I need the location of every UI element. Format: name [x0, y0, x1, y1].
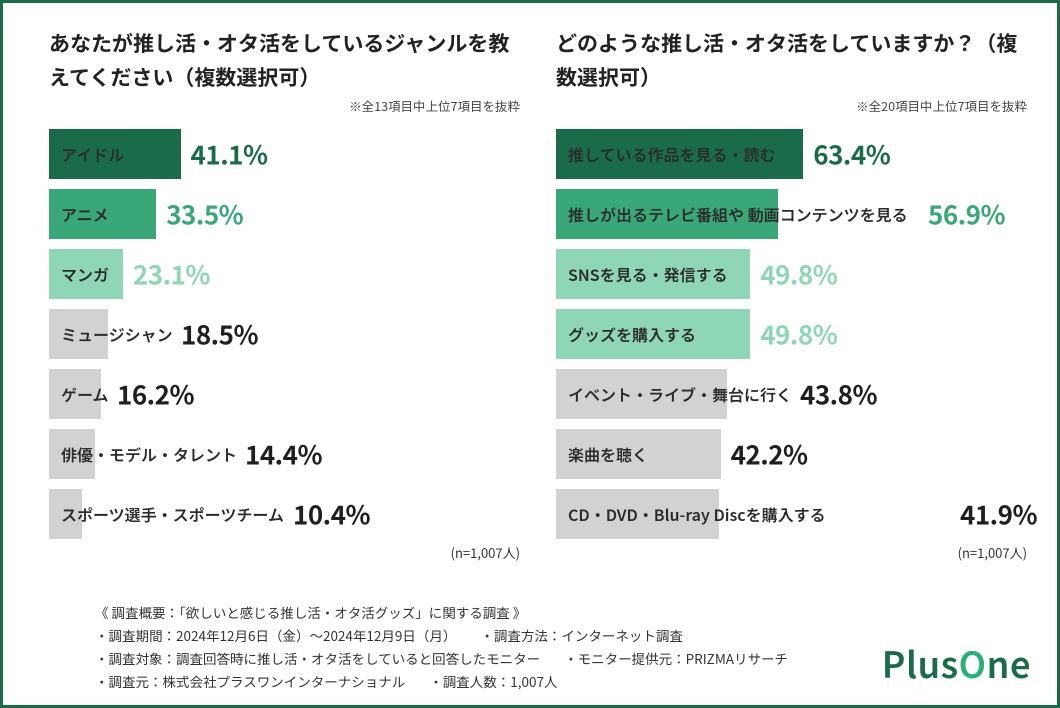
bar-overflow-label: 推している作品を見る・読む [568, 142, 776, 166]
bar-value: 23.1% [133, 256, 210, 293]
bar-value: 43.8% [800, 376, 877, 413]
bar-overflow-label: ゲーム [61, 382, 109, 406]
bar-row: 楽曲を聴く 42.2% [556, 429, 1027, 479]
right-sub: ※全20項目中上位7項目を抜粋 [556, 96, 1027, 115]
right-title: どのような推し活・オタ活をしていますか？（複数選択可） [556, 27, 1027, 94]
bar-row: スポーツ選手・スポーツチーム 10.4% [49, 489, 520, 539]
bar-value: 49.8% [760, 256, 837, 293]
left-title: あなたが推し活・オタ活をしているジャンルを教えてください（複数選択可） [49, 27, 520, 94]
right-n: (n=1,007人) [556, 543, 1027, 562]
left-bars: アイドル 41.1% アニメ 33.5% マンガ 23.1% ミュージシャン 18.5% ゲーム… [49, 129, 520, 539]
bar-value: 49.8% [760, 316, 837, 353]
bar-row: 推しが出るテレビ番組や 動画コンテンツを見る 56.9% [556, 189, 1027, 239]
bar-value: 16.2% [117, 376, 194, 413]
bar-row: SNSを見る・発信する 49.8% [556, 249, 1027, 299]
bar-value: 63.4% [813, 136, 890, 173]
bar-row: アイドル 41.1% [49, 129, 520, 179]
bar-overflow-label: イベント・ライブ・舞台に行く [568, 382, 792, 406]
right-column: どのような推し活・オタ活をしていますか？（複数選択可） ※全20項目中上位7項目… [556, 27, 1027, 587]
bar-row: イベント・ライブ・舞台に行く 43.8% [556, 369, 1027, 419]
left-sub: ※全13項目中上位7項目を抜粋 [49, 96, 520, 115]
right-bars: 推している作品を見る・読む 63.4% 推しが出るテレビ番組や 動画コンテンツを見る… [556, 129, 1027, 539]
left-n: (n=1,007人) [49, 543, 520, 562]
bar-overflow-label: グッズを購入する [568, 322, 696, 346]
bar-row: ミュージシャン 18.5% [49, 309, 520, 359]
bar-overflow-label: 推しが出るテレビ番組や 動画コンテンツを見る [568, 202, 908, 226]
bar-overflow-label: スポーツ選手・スポーツチーム [61, 502, 284, 526]
bar-row: グッズを購入する 49.8% [556, 309, 1027, 359]
bar-overflow-label: ミュージシャン [61, 322, 173, 346]
bar-row: ゲーム 16.2% [49, 369, 520, 419]
meta-target: ・調査対象：調査回答時に推し活・オタ活をしていると回答したモニター [95, 647, 540, 670]
meta-count: ・調査人数：1,007人 [429, 670, 557, 693]
bar-value: 10.4% [293, 496, 370, 533]
bar-row: 推している作品を見る・読む 63.4% [556, 129, 1027, 179]
bar-overflow-label: CD・DVD・Blu-ray Discを購入する [568, 502, 826, 526]
bar-value: 41.1% [191, 136, 268, 173]
meta-method: ・調査方法：インターネット調査 [480, 624, 683, 647]
plusone-logo: PlusOne [882, 637, 1031, 689]
bar-row: 俳優・モデル・タレント 14.4% [49, 429, 520, 479]
bar-row: CD・DVD・Blu-ray Discを購入する41.9% [556, 489, 1027, 539]
bar-overflow-label: 楽曲を聴く [568, 442, 648, 466]
columns: あなたが推し活・オタ活をしているジャンルを教えてください（複数選択可） ※全13… [49, 27, 1027, 587]
bar-overflow-label: アニメ [61, 202, 109, 226]
bar-overflow-label: アイドル [61, 142, 124, 166]
bar-value: 42.2% [731, 436, 808, 473]
meta-summary: 《 調査概要：「欲しいと感じる推し活・オタ活グッズ」に関する調査 》 [95, 601, 1027, 624]
bar-overflow-label: マンガ [61, 262, 109, 286]
bar-overflow-label: SNSを見る・発信する [568, 262, 728, 286]
bar-row: アニメ 33.5% [49, 189, 520, 239]
bar-value: 56.9% [928, 196, 1005, 233]
bar-value: 14.4% [245, 436, 322, 473]
left-column: あなたが推し活・オタ活をしているジャンルを教えてください（複数選択可） ※全13… [49, 27, 520, 587]
bar-row: マンガ 23.1% [49, 249, 520, 299]
bar-overflow-label: 俳優・モデル・タレント [61, 442, 237, 466]
bar-value: 33.5% [166, 196, 243, 233]
meta-provider: ・モニター提供元：PRIZMAリサーチ [564, 647, 788, 670]
meta-source: ・調査元：株式会社プラスワンインターナショナル [95, 670, 405, 693]
bar-value: 18.5% [181, 316, 258, 353]
meta-period: ・調査期間：2024年12月6日（金）～2024年12月9日（月） [95, 624, 456, 647]
infographic-frame: あなたが推し活・オタ活をしているジャンルを教えてください（複数選択可） ※全13… [0, 0, 1060, 708]
bar-value: 41.9% [960, 496, 1037, 533]
